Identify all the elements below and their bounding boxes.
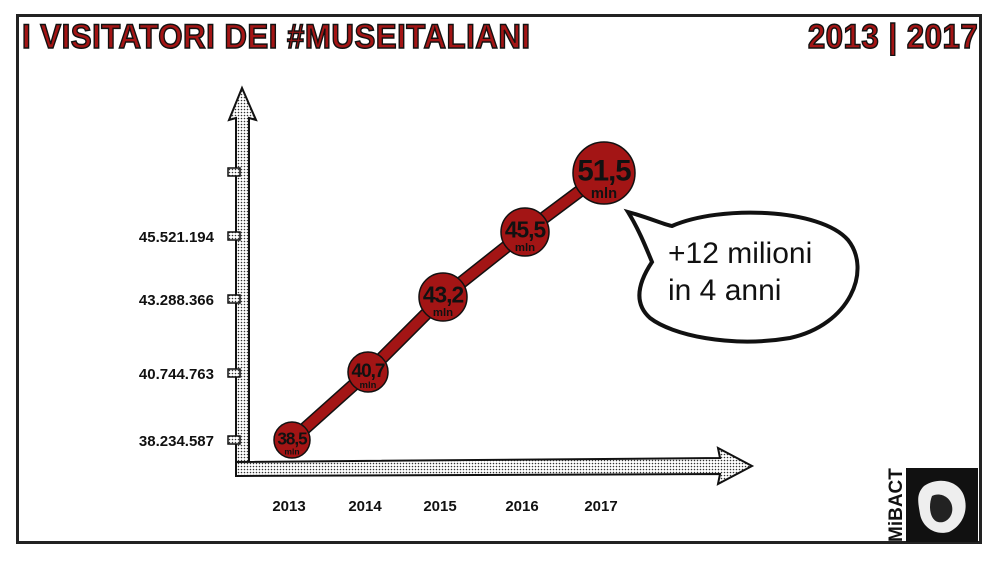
x-axis: [235, 446, 755, 486]
x-tick-label: 2013: [272, 498, 305, 515]
callout-line2: in 4 anni: [668, 274, 781, 307]
x-tick-label: 2016: [505, 498, 538, 515]
data-label: 40,7: [352, 361, 385, 382]
svg-text:MiBACT: MiBACT: [886, 468, 907, 542]
callout-line1: +12 milioni: [668, 237, 812, 270]
y-tick-label: 38.234.587: [139, 433, 214, 450]
y-tick: [227, 435, 241, 445]
chart-title: I VISITATORI DEI #MUSEITALIANI: [21, 17, 531, 57]
data-point-marker: [500, 207, 550, 257]
unit-label: mln: [591, 186, 617, 202]
data-label: 38,5: [277, 429, 308, 448]
period-label: 2013 | 2017: [807, 17, 978, 57]
y-axis: [227, 85, 258, 471]
x-tick-label: 2014: [348, 498, 382, 515]
unit-label: mln: [433, 307, 453, 319]
data-point-marker: [572, 141, 636, 205]
speech-bubble: +12 milioni in 4 anni: [623, 208, 860, 344]
y-tick: [227, 368, 241, 378]
mibact-logo: MiBACT: [886, 468, 978, 542]
unit-label: mln: [515, 242, 535, 254]
data-label: 43,2: [423, 282, 464, 308]
unit-label: mln: [284, 446, 299, 456]
y-tick-label: 40.744.763: [139, 366, 214, 383]
comic-frame: [16, 14, 982, 544]
data-point-marker: [273, 421, 311, 459]
unit-label: mln: [360, 380, 377, 391]
x-tick-label: 2017: [584, 498, 617, 515]
x-tick-label: 2015: [423, 498, 456, 515]
data-point-marker: [418, 272, 468, 322]
y-tick: [227, 294, 241, 304]
y-tick: [227, 231, 241, 241]
y-tick: [227, 167, 241, 177]
y-tick-label: 43.288.366: [139, 292, 214, 309]
data-point-marker: [347, 351, 389, 393]
y-tick-label: 45.521.194: [139, 229, 215, 246]
data-label: 45,5: [505, 217, 547, 243]
data-label: 51,5: [577, 154, 631, 187]
